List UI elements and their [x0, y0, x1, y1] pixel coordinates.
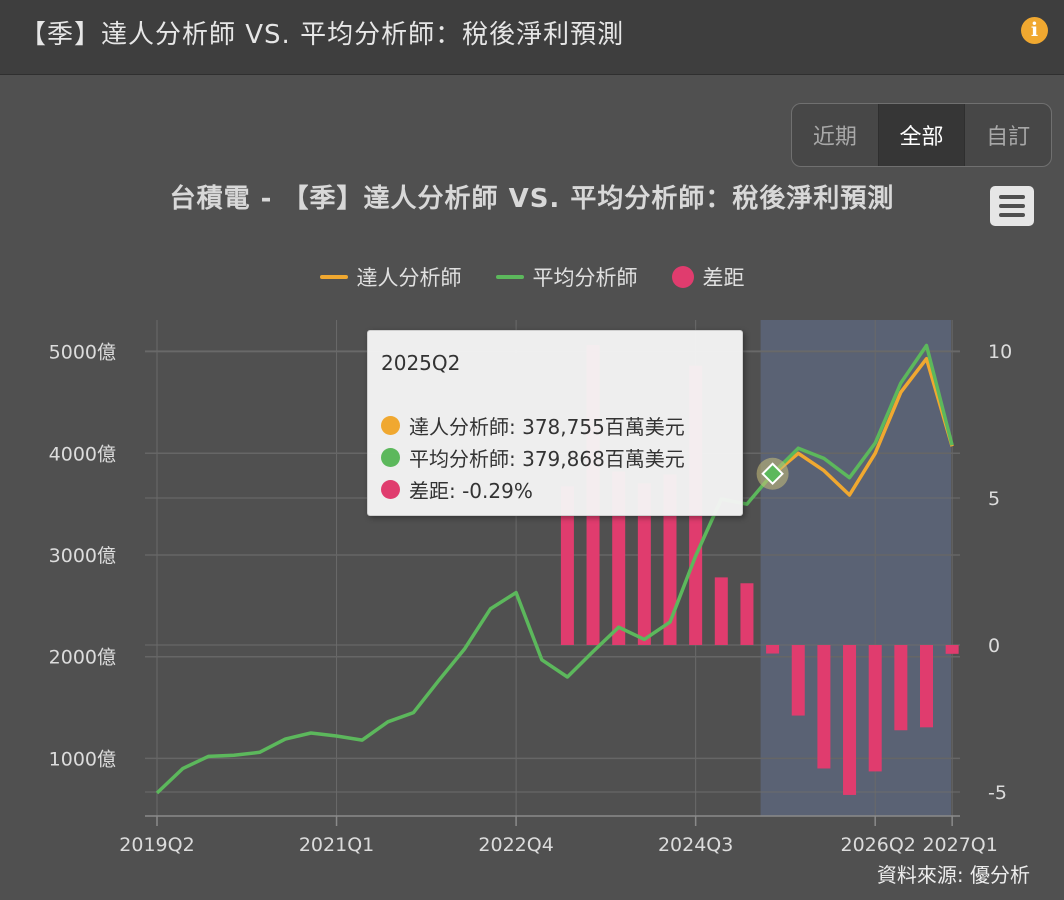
y-tick-label-right: 0 — [988, 635, 1000, 657]
x-tick-label: 2021Q1 — [299, 834, 374, 856]
y-tick-label-right: 10 — [988, 341, 1012, 363]
tooltip-row-expert: 達人分析師: 378,755百萬美元 — [381, 411, 685, 440]
tooltip-row-gap: 差距: -0.29% — [381, 475, 533, 504]
y-tick-label-left: 1000億 — [49, 748, 116, 770]
legend-item-average[interactable]: 平均分析師 — [495, 262, 638, 292]
y-tick-label-left: 3000億 — [49, 545, 116, 567]
header-bar: 【季】達人分析師 VS. 平均分析師：稅後淨利預測 i — [0, 0, 1064, 75]
info-icon[interactable]: i — [1021, 17, 1048, 44]
tooltip-dot-icon — [381, 480, 400, 499]
legend-label: 平均分析師 — [532, 266, 638, 290]
range-button-custom[interactable]: 自訂 — [964, 104, 1051, 166]
legend-item-expert[interactable]: 達人分析師 — [319, 262, 462, 292]
tooltip-dot-icon — [381, 416, 400, 435]
x-tick-label: 2022Q4 — [478, 834, 553, 856]
chart-title: 台積電 - 【季】達人分析師 VS. 平均分析師：稅後淨利預測 — [169, 184, 895, 214]
gap-column — [843, 645, 857, 795]
hamburger-menu-icon[interactable] — [990, 186, 1034, 226]
x-tick-label: 2026Q2 — [840, 834, 915, 856]
y-tick-label-left: 5000億 — [49, 342, 116, 364]
page-title: 【季】達人分析師 VS. 平均分析師：稅後淨利預測 — [20, 20, 625, 50]
series-line-expert — [771, 356, 954, 497]
range-selector: 近期 全部 自訂 — [791, 103, 1052, 167]
gap-column — [663, 474, 677, 645]
tooltip-dot-icon — [381, 448, 400, 467]
tooltip-value: 達人分析師: 378,755百萬美元 — [409, 415, 685, 439]
tooltip-row-average: 平均分析師: 379,868百萬美元 — [381, 443, 685, 472]
legend-label: 差距 — [702, 266, 745, 290]
tooltip-value: 平均分析師: 379,868百萬美元 — [409, 447, 685, 471]
y-tick-label-left: 4000億 — [49, 443, 116, 465]
gap-column — [740, 583, 754, 645]
legend-dot-icon — [671, 266, 694, 288]
tooltip-header: 2025Q2 — [381, 351, 461, 375]
gap-column — [714, 577, 728, 645]
legend-label: 達人分析師 — [356, 266, 462, 290]
gap-column — [920, 645, 933, 728]
y-tick-label-left: 2000億 — [49, 647, 116, 669]
x-tick-label: 2027Q1 — [922, 834, 997, 856]
tooltip-value: 差距: -0.29% — [409, 479, 533, 503]
legend-line-icon — [495, 275, 524, 279]
gap-column — [791, 645, 805, 716]
hover-marker — [761, 462, 784, 486]
range-button-all[interactable]: 全部 — [877, 104, 965, 166]
gap-column — [560, 486, 574, 645]
y-tick-label-right: -5 — [988, 782, 1007, 804]
range-button-recent[interactable]: 近期 — [812, 125, 857, 150]
gap-column — [766, 645, 780, 654]
y-tick-label-right: 5 — [988, 488, 1000, 510]
gap-column — [637, 483, 651, 645]
chart-tooltip: 2025Q2 達人分析師: 378,755百萬美元 平均分析師: 379,868… — [367, 330, 743, 516]
gap-column — [894, 645, 908, 731]
gap-column — [945, 645, 959, 654]
gap-column — [817, 645, 831, 769]
x-tick-label: 2024Q3 — [658, 834, 733, 856]
legend-line-icon — [319, 275, 348, 279]
series-line-average — [155, 343, 954, 795]
source-credit: 資料來源: 優分析 — [876, 863, 1030, 887]
chart-legend: 達人分析師 平均分析師 差距 — [0, 262, 1064, 292]
x-tick-label: 2019Q2 — [119, 834, 194, 856]
legend-item-gap[interactable]: 差距 — [671, 262, 745, 292]
gap-column — [868, 645, 882, 772]
